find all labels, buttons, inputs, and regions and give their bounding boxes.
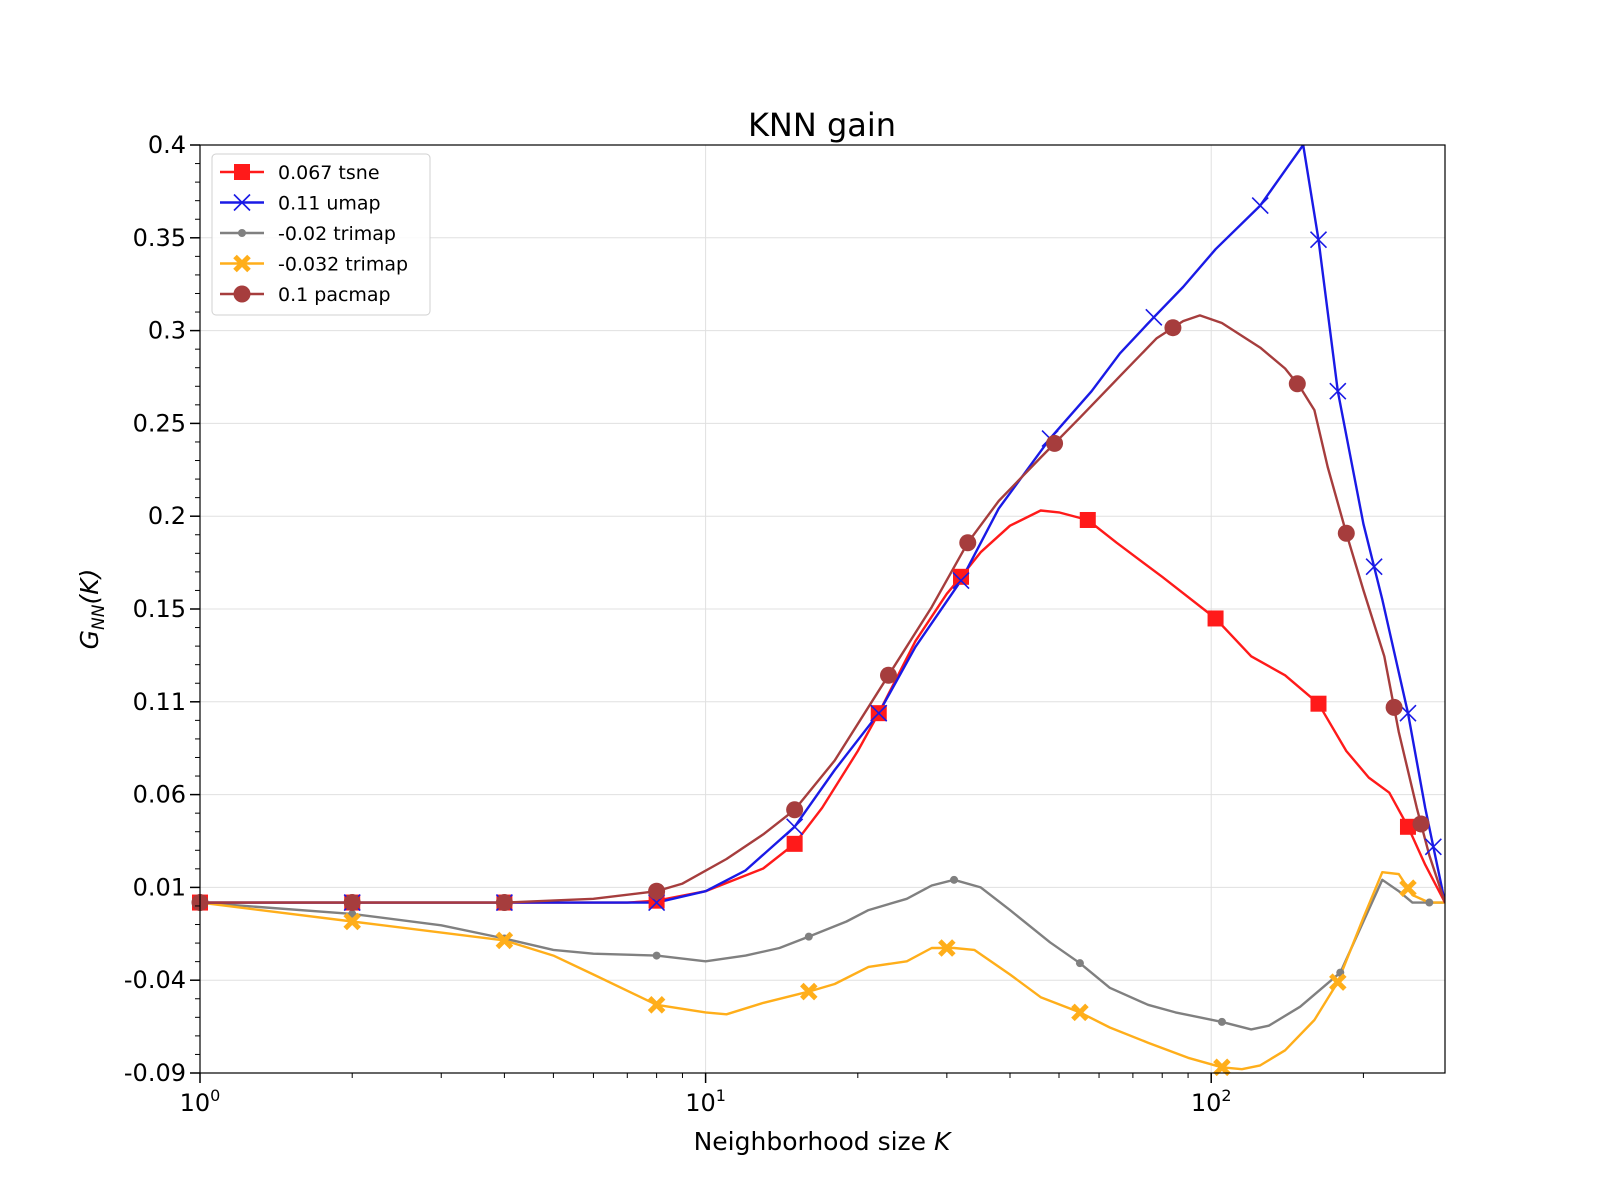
y-tick-label: 0.01: [133, 873, 186, 901]
series-marker-1: [870, 704, 888, 722]
series-marker-2: [1425, 898, 1434, 907]
legend-marker: [234, 164, 250, 180]
legend-label: 0.11 umap: [278, 193, 381, 215]
y-tick-label: -0.09: [124, 1059, 186, 1087]
series-marker-4: [343, 894, 361, 912]
series-marker-3: [495, 931, 514, 950]
series-marker-3: [1213, 1058, 1231, 1077]
series-marker-0: [953, 568, 970, 585]
series-marker-4: [1046, 434, 1064, 452]
series-marker-2: [804, 932, 813, 941]
series-marker-1: [1145, 308, 1163, 326]
legend: 0.067 tsne 0.11 umap -0.02 trimap -0.032 tr…: [211, 153, 431, 316]
y-axis-label: GNN(K): [75, 569, 109, 650]
axis-ticks: 0.4 0.35 0.3 0.25 0.2 0.15 0.11 0.06 0.01 -0.04 -0…: [124, 131, 1364, 1117]
series-marker-1: [1424, 838, 1442, 856]
x-axis-label: Neighborhood size K: [694, 1127, 953, 1156]
series-layer: [200, 145, 1445, 1071]
y-tick-label: -0.04: [124, 966, 186, 994]
x-tick-label: 102: [1191, 1086, 1232, 1117]
y-tick-label: 0.11: [133, 688, 186, 716]
series-marker-3: [647, 996, 666, 1014]
y-tick-label: 0.25: [133, 409, 186, 437]
series-marker-4: [495, 894, 513, 912]
y-tick-label: 0.35: [133, 224, 186, 252]
y-tick-label: 0.15: [133, 595, 186, 623]
series-marker-4: [1412, 815, 1430, 833]
series-marker-2: [1217, 1017, 1226, 1026]
series-line-4: [200, 314, 1445, 904]
series-marker-4: [786, 801, 804, 819]
series-marker-4: [959, 534, 977, 552]
series-marker-2: [348, 909, 357, 918]
series-marker-1: [786, 818, 804, 836]
legend-frame: [211, 153, 431, 316]
y-tick-label: 0.2: [148, 502, 186, 530]
series-marker-2: [652, 951, 661, 960]
legend-marker: [238, 229, 246, 237]
series-marker-2: [1075, 959, 1084, 968]
series-marker-4: [1288, 375, 1306, 393]
series-marker-0: [1207, 610, 1224, 627]
x-tick-label: 100: [180, 1086, 221, 1117]
series-marker-3: [938, 939, 956, 957]
y-tick-label: 0.4: [148, 131, 186, 159]
series-marker-4: [1164, 319, 1182, 337]
y-tick-label: 0.3: [148, 317, 186, 345]
series-marker-1: [1309, 231, 1328, 249]
series-line-3: [200, 871, 1445, 1071]
series-marker-4: [879, 666, 897, 684]
y-tick-label: 0.06: [133, 781, 186, 809]
legend-marker: [233, 193, 251, 212]
chart-title: KNN gain: [748, 106, 896, 144]
series-marker-0: [1310, 695, 1327, 712]
series-marker-1: [1399, 704, 1417, 722]
series-marker-2: [950, 875, 959, 884]
series-marker-1: [1365, 558, 1383, 576]
series-marker-0: [1079, 511, 1096, 528]
legend-marker: [233, 254, 251, 273]
legend-label: 0.1 pacmap: [278, 284, 391, 306]
legend-label: -0.02 trimap: [278, 223, 396, 245]
series-marker-4: [648, 882, 666, 900]
series-marker-3: [1071, 1003, 1089, 1022]
series-marker-0: [1399, 818, 1416, 835]
series-marker-3: [1399, 879, 1417, 897]
legend-label: 0.067 tsne: [278, 162, 380, 184]
series-marker-1: [952, 572, 970, 590]
marker-layer: [191, 197, 1442, 1077]
series-marker-1: [1251, 197, 1269, 215]
legend-marker: [233, 285, 251, 303]
series-marker-4: [1385, 698, 1403, 716]
series-marker-3: [343, 912, 361, 931]
series-marker-4: [1337, 524, 1355, 542]
legend-label: -0.032 trimap: [278, 254, 408, 276]
series-line-1: [200, 145, 1445, 904]
series-marker-0: [786, 835, 803, 852]
series-marker-3: [1329, 973, 1347, 991]
x-tick-label: 101: [685, 1086, 726, 1117]
series-marker-3: [800, 982, 818, 1001]
series-marker-1: [1329, 382, 1347, 400]
